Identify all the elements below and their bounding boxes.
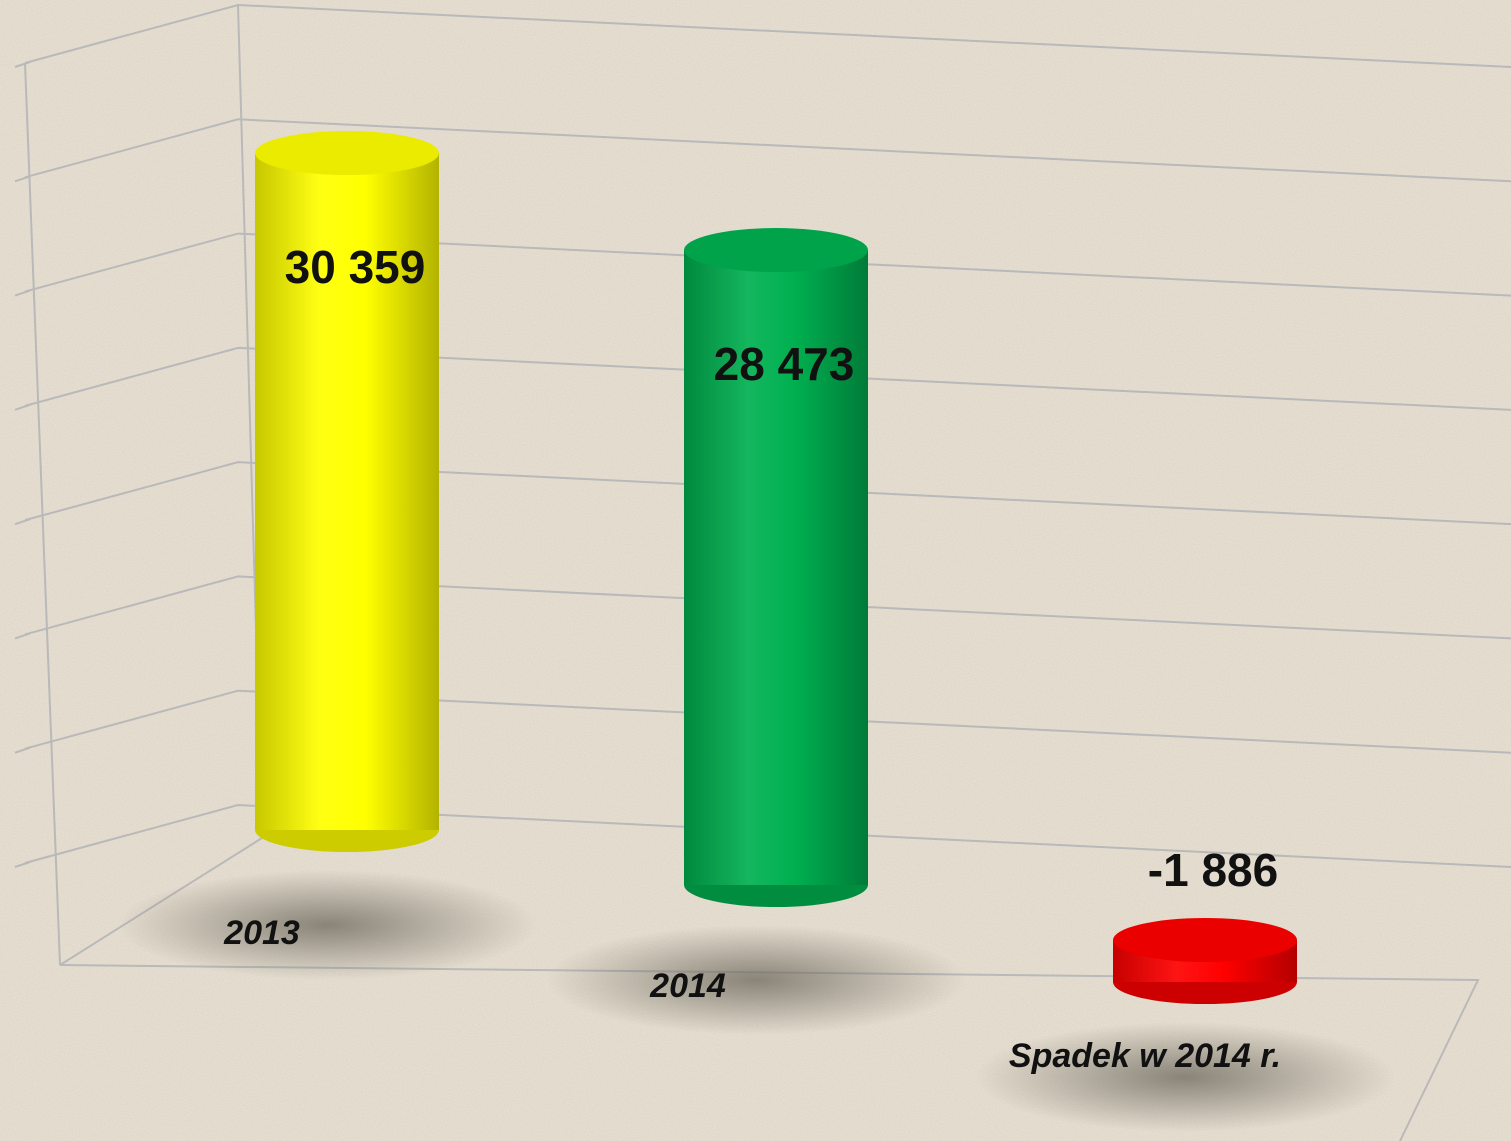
tick-mark [14, 61, 31, 68]
columns: 2013 30 359 2014 28 473 Spadek w 2014 r. -1 8… [117, 130, 1395, 1133]
tick-mark [14, 403, 31, 411]
cylinder-top [255, 130, 439, 175]
x-tick-label: 2013 [223, 914, 300, 952]
tick-mark [14, 861, 31, 868]
grid-line [24, 346, 1511, 411]
tick-mark [14, 746, 31, 754]
value-label: 30 359 [285, 241, 426, 293]
bar [684, 250, 868, 885]
bar [255, 152, 439, 831]
grid-line [24, 118, 1511, 183]
x-tick-label: 2014 [649, 967, 726, 1005]
value-label: 28 473 [714, 338, 855, 390]
grid [14, 3, 1511, 966]
wall-edge [24, 62, 61, 966]
shadow [975, 1022, 1395, 1133]
value-label: -1 886 [1148, 844, 1278, 896]
grid-line [24, 575, 1511, 640]
grid-line [24, 232, 1511, 297]
shadow [117, 870, 537, 980]
tick-mark [14, 175, 31, 183]
grid-line [24, 689, 1511, 754]
shadow [546, 925, 966, 1035]
grid-line [24, 461, 1511, 526]
cylinder-top [684, 228, 868, 273]
tick-mark [14, 289, 31, 297]
cylinder-top [1113, 918, 1297, 962]
x-tick-label: Spadek w 2014 r. [1009, 1037, 1281, 1075]
grid-line [24, 803, 1511, 868]
tick-mark [14, 518, 31, 526]
tick-mark [14, 632, 31, 640]
